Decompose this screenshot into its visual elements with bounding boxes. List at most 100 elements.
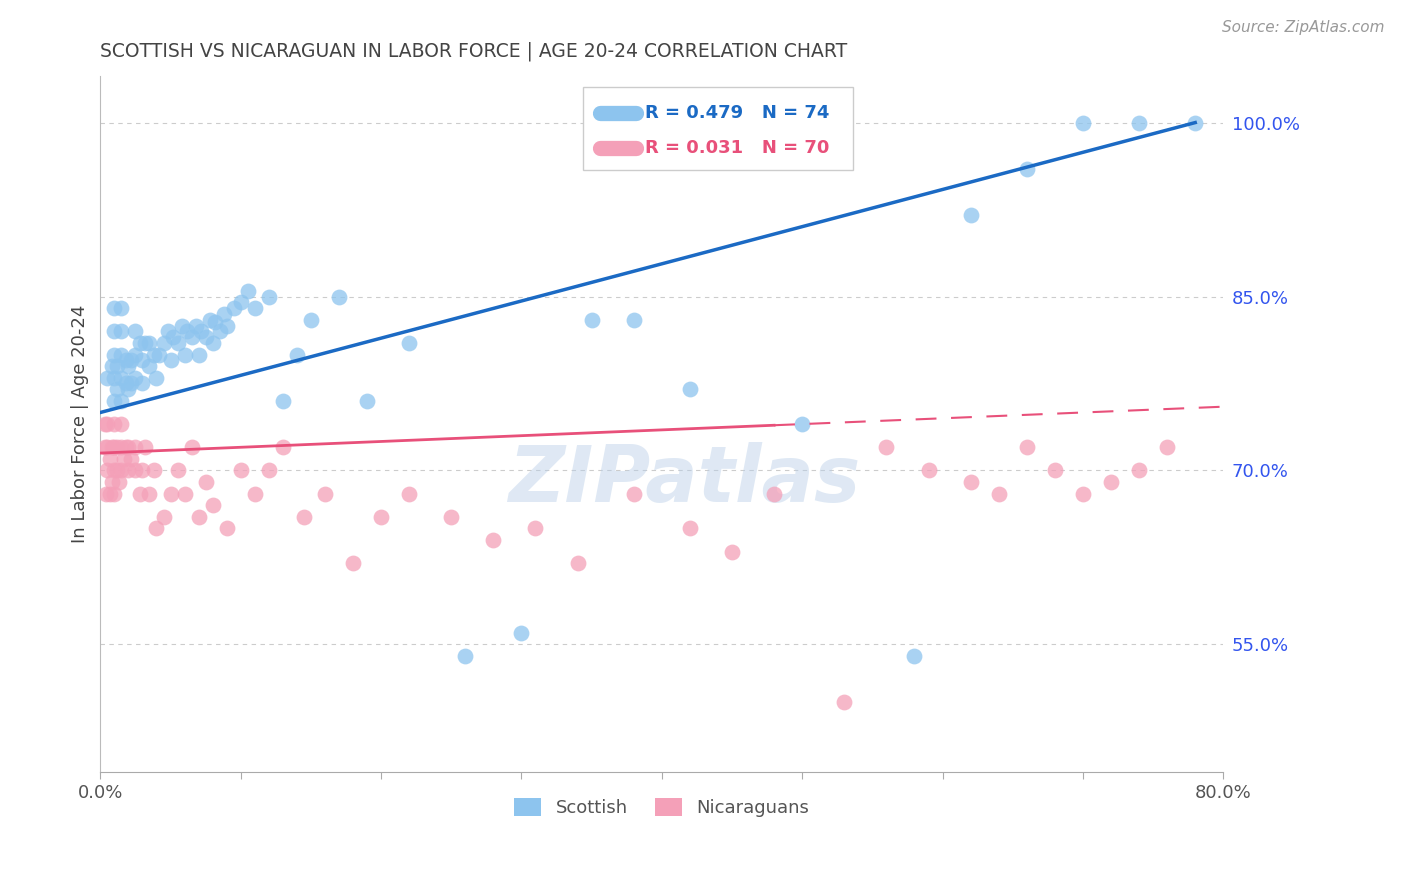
Point	[128, 335, 150, 350]
Point	[314, 486, 336, 500]
Point	[236, 284, 259, 298]
Text: R = 0.031   N = 70: R = 0.031 N = 70	[645, 138, 830, 156]
Point	[215, 318, 238, 333]
Point	[159, 353, 181, 368]
Point	[201, 335, 224, 350]
Point	[792, 417, 814, 431]
Y-axis label: In Labor Force | Age 20-24: In Labor Force | Age 20-24	[72, 305, 89, 543]
Point	[120, 451, 142, 466]
Point	[721, 544, 744, 558]
Point	[328, 289, 350, 303]
Point	[679, 382, 702, 396]
Point	[110, 347, 132, 361]
Point	[623, 312, 645, 326]
Point	[356, 393, 378, 408]
Point	[1071, 115, 1094, 129]
Point	[134, 335, 156, 350]
Point	[117, 382, 139, 396]
FancyBboxPatch shape	[583, 87, 852, 170]
Point	[1184, 115, 1206, 129]
Point	[96, 417, 118, 431]
Point	[271, 440, 294, 454]
Point	[142, 463, 165, 477]
Point	[124, 324, 146, 338]
Point	[229, 295, 252, 310]
Point	[243, 301, 266, 315]
Point	[152, 509, 174, 524]
Point	[454, 648, 477, 663]
Point	[117, 463, 139, 477]
Point	[257, 289, 280, 303]
Point	[987, 486, 1010, 500]
Point	[142, 347, 165, 361]
Point	[148, 347, 170, 361]
Point	[204, 315, 226, 329]
Point	[145, 521, 167, 535]
Point	[440, 509, 463, 524]
Point	[156, 324, 179, 338]
Point	[959, 208, 981, 222]
Point	[903, 648, 925, 663]
Point	[103, 463, 125, 477]
Point	[124, 440, 146, 454]
Point	[96, 370, 118, 384]
Point	[103, 347, 125, 361]
Point	[567, 556, 589, 570]
Legend: Scottish, Nicaraguans: Scottish, Nicaraguans	[508, 790, 817, 824]
Point	[187, 347, 209, 361]
Point	[875, 440, 897, 454]
Point	[370, 509, 392, 524]
Point	[117, 359, 139, 373]
Point	[299, 312, 322, 326]
Point	[166, 335, 188, 350]
Point	[110, 463, 132, 477]
Text: Source: ZipAtlas.com: Source: ZipAtlas.com	[1222, 20, 1385, 35]
Point	[110, 440, 132, 454]
Point	[105, 359, 128, 373]
Point	[114, 376, 136, 391]
Point	[1156, 440, 1178, 454]
Point	[107, 475, 129, 489]
Point	[510, 625, 533, 640]
Point	[176, 324, 198, 338]
Point	[581, 312, 603, 326]
Point	[170, 318, 193, 333]
Point	[120, 353, 142, 368]
Point	[1015, 440, 1038, 454]
Point	[103, 393, 125, 408]
Point	[187, 509, 209, 524]
Point	[98, 486, 121, 500]
Point	[96, 463, 118, 477]
Point	[120, 376, 142, 391]
Point	[110, 417, 132, 431]
Point	[96, 440, 118, 454]
Point	[105, 463, 128, 477]
Point	[342, 556, 364, 570]
Text: R = 0.479   N = 74: R = 0.479 N = 74	[645, 104, 830, 122]
Point	[222, 301, 245, 315]
Point	[190, 324, 212, 338]
Point	[166, 463, 188, 477]
Point	[184, 318, 207, 333]
Point	[208, 324, 231, 338]
Point	[524, 521, 547, 535]
Text: SCOTTISH VS NICARAGUAN IN LABOR FORCE | AGE 20-24 CORRELATION CHART: SCOTTISH VS NICARAGUAN IN LABOR FORCE | …	[100, 42, 848, 62]
Point	[124, 347, 146, 361]
Point	[100, 359, 122, 373]
Point	[124, 463, 146, 477]
Point	[110, 324, 132, 338]
Point	[138, 359, 160, 373]
Point	[832, 695, 855, 709]
Point	[1128, 463, 1150, 477]
Point	[103, 440, 125, 454]
Point	[1099, 475, 1122, 489]
Point	[114, 353, 136, 368]
Point	[173, 486, 195, 500]
Point	[198, 312, 221, 326]
Point	[257, 463, 280, 477]
Point	[285, 347, 308, 361]
Point	[215, 521, 238, 535]
Point	[94, 486, 117, 500]
Point	[110, 301, 132, 315]
Point	[103, 370, 125, 384]
